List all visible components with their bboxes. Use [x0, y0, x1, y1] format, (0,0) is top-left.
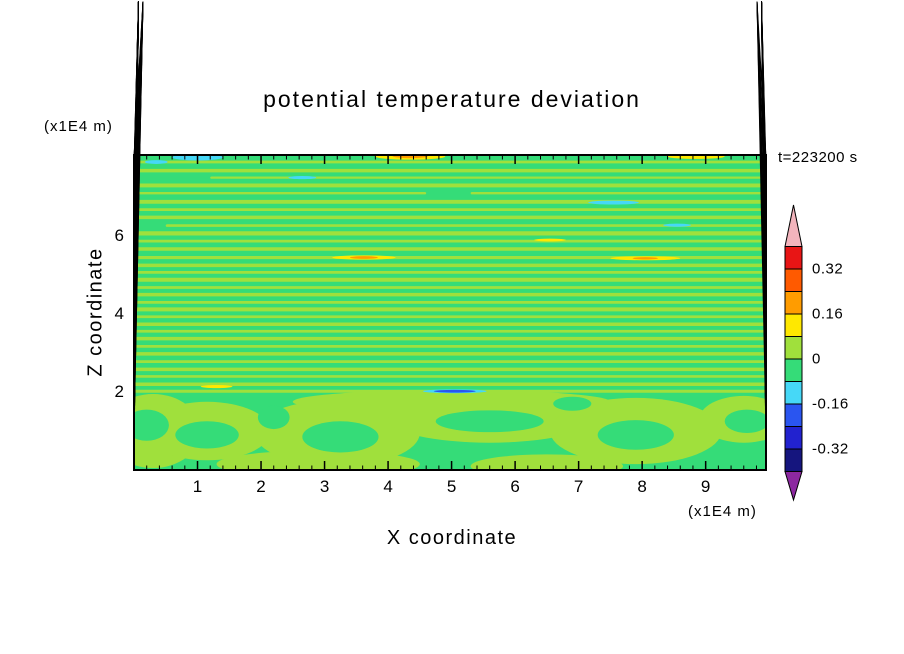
colorbar-tick-label: 0: [812, 350, 821, 368]
x-tick-label: 5: [446, 477, 457, 496]
x-tick-label: 3: [319, 477, 330, 496]
colorbar: [784, 204, 803, 502]
z-tick-label: 2: [114, 382, 124, 402]
x-tick-label: 7: [573, 477, 584, 496]
x-tick-label: 8: [637, 477, 647, 496]
contour-field: [134, 155, 766, 470]
x-tick-label: 9: [700, 477, 711, 496]
plot-frame: [133, 154, 767, 471]
x-tick-label: 2: [256, 477, 266, 496]
x-tick-label: 1: [192, 477, 203, 496]
time-label: t=223200 s: [778, 149, 858, 166]
colorbar-over-arrow: [784, 204, 803, 247]
x-tick-label: 4: [383, 477, 393, 496]
colorbar-tick-label: -0.16: [812, 395, 849, 413]
z-tick-label: 6: [114, 226, 124, 246]
colorbar-tick-label: 0.16: [812, 305, 844, 323]
z-axis-unit-label: (x1E4 m): [44, 118, 113, 135]
x-axis-title: X coordinate: [386, 527, 518, 549]
z-tick-label: 4: [114, 304, 124, 324]
x-axis-unit-label: (x1E4 m): [688, 503, 757, 520]
chart-title: potential temperature deviation: [263, 86, 641, 112]
colorbar-tick-label: 0.32: [812, 260, 844, 278]
colorbar-tick-label: -0.32: [812, 440, 849, 458]
x-tick-label: 6: [510, 477, 520, 496]
colorbar-under-arrow: [784, 471, 803, 502]
